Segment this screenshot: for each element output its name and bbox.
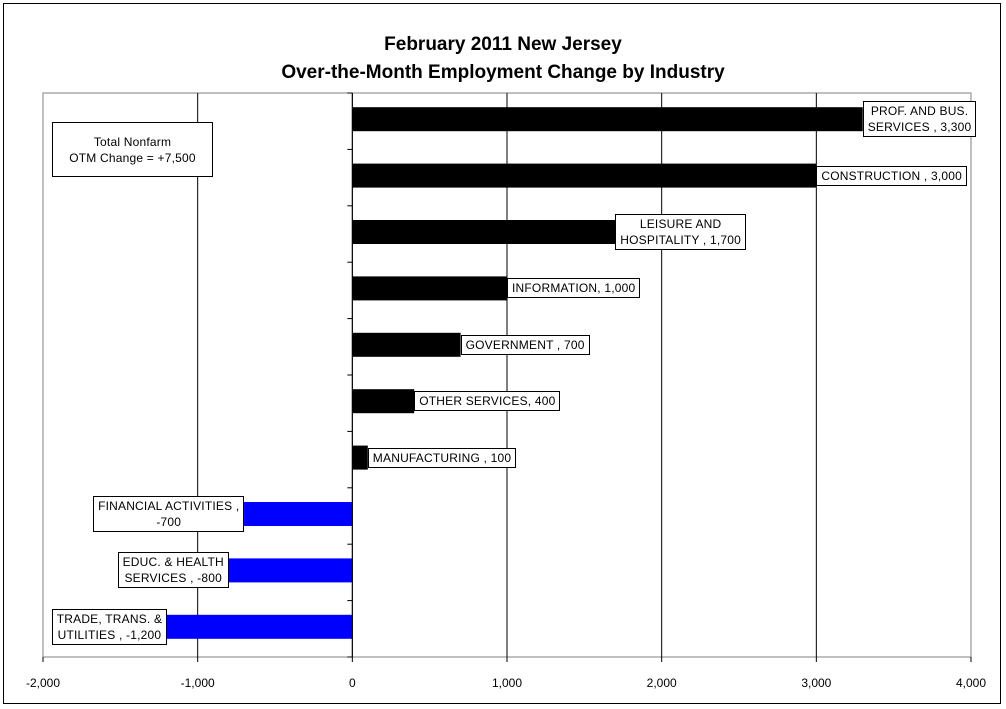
data-label-line: FINANCIAL ACTIVITIES ,: [98, 499, 240, 513]
bar: [228, 558, 353, 583]
data-label-line: LEISURE AND: [639, 217, 722, 231]
data-label-line: UTILITIES , -1,200: [57, 627, 162, 642]
chart-title: February 2011 New Jersey: [384, 34, 622, 55]
total-nonfarm-annotation: Total Nonfarm OTM Change = +7,500: [52, 122, 213, 177]
data-label-line: TRADE, TRANS. &: [56, 611, 163, 626]
x-tick-label: -1,000: [180, 676, 215, 690]
data-label-line: CONSTRUCTION , 3,000: [821, 168, 963, 183]
data-label: MANUFACTURING , 100: [367, 447, 517, 468]
bar: [352, 220, 616, 244]
bar: [352, 107, 863, 132]
data-label: TRADE, TRANS. & UTILITIES , -1,200: [51, 608, 168, 645]
data-label-line: OTHER SERVICES, 400: [419, 394, 556, 409]
data-label: LEISURE AND HOSPITALITY , 1,700: [615, 214, 747, 250]
x-tick-label: 0: [348, 676, 356, 690]
bar: [244, 502, 353, 526]
data-label: OTHER SERVICES, 400: [414, 391, 561, 412]
data-label-line: MANUFACTURING , 100: [372, 450, 512, 465]
data-label: PROF. AND BUS. SERVICES , 3,300: [862, 101, 977, 138]
data-label: EDUC. & HEALTH SERVICES , -800: [117, 552, 229, 589]
x-tick-label: 3,000: [801, 676, 832, 690]
x-tick-label: 4,000: [955, 676, 987, 690]
bar: [352, 389, 415, 414]
chart-subtitle: Over-the-Month Employment Change by Indu…: [281, 62, 725, 83]
data-label-line: GOVERNMENT , 700: [465, 337, 585, 352]
annotation-line-1: Total Nonfarm: [93, 134, 172, 149]
data-label-line: SERVICES , -800: [124, 571, 222, 586]
data-label: INFORMATION, 1,000: [507, 278, 641, 299]
data-label-line: EDUC. & HEALTH: [122, 555, 224, 570]
data-label-line: PROF. AND BUS.: [870, 104, 969, 119]
bar: [352, 445, 368, 470]
axes: [42, 92, 972, 662]
data-label-line: HOSPITALITY , 1,700: [620, 233, 742, 247]
annotation-line-2: OTM Change = +7,500: [69, 150, 196, 165]
data-label: CONSTRUCTION , 3,000: [816, 165, 968, 186]
bar: [352, 276, 507, 301]
data-label-line: -700: [156, 515, 182, 529]
data-label-line: INFORMATION, 1,000: [512, 281, 636, 296]
bar: [166, 614, 353, 639]
x-tick-label: 2,000: [646, 676, 677, 690]
bar: [352, 332, 461, 357]
x-tick-label: -2,000: [25, 676, 61, 690]
bar: [352, 163, 817, 188]
data-label-line: SERVICES , 3,300: [867, 120, 972, 135]
x-tick-label: 1,000: [491, 676, 523, 690]
data-label: FINANCIAL ACTIVITIES , -700: [93, 496, 245, 532]
bars: [166, 107, 863, 639]
data-label: GOVERNMENT , 700: [460, 334, 590, 355]
